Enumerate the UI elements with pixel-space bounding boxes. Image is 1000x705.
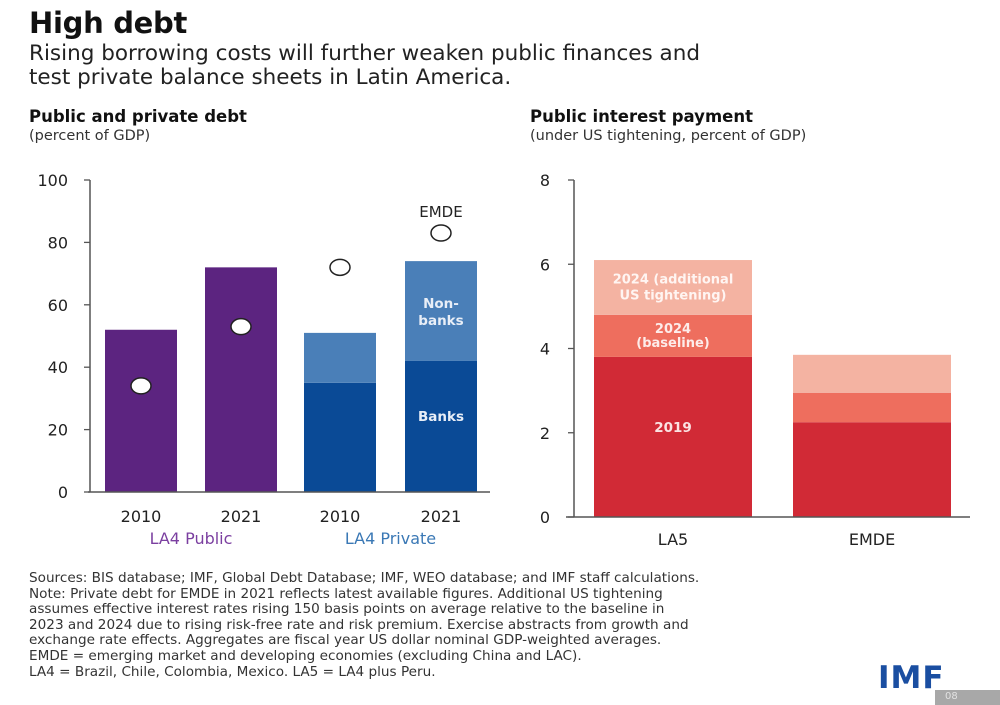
segment-label-2024-additional: 2024 (additional xyxy=(613,272,734,287)
imf-logo: IMF xyxy=(878,660,945,696)
bar-segment-2024-additional-us-tightening xyxy=(594,260,752,315)
bar-segment-banks xyxy=(304,382,376,492)
x-tick-label: 2021 xyxy=(421,507,462,526)
left-chart: 0 20 40 60 80 100 2010 2021 2010 2021 Banks Non-ban… xyxy=(37,171,490,548)
notes-line: exchange rate effects. Aggregates are fi… xyxy=(29,632,662,649)
segment-label-2024-baseline: (baseline) xyxy=(636,336,710,351)
x-tick-label: LA5 xyxy=(658,530,688,549)
x-tick-label: EMDE xyxy=(849,530,895,549)
y-tick-label: 100 xyxy=(37,171,68,190)
notes-line: Sources: BIS database; IMF, Global Debt … xyxy=(29,570,700,586)
emde-marker xyxy=(329,258,351,277)
notes-line: assumes effective interest rates rising … xyxy=(29,601,665,618)
subtitle-line: Rising borrowing costs will further weak… xyxy=(29,41,701,66)
notes-line: LA4 = Brazil, Chile, Colombia, Mexico. L… xyxy=(29,663,436,680)
left-chart-subtitle: (percent of GDP) xyxy=(29,128,151,144)
y-tick-label: 80 xyxy=(48,233,68,252)
x-tick-label: 2021 xyxy=(221,507,262,526)
y-tick-label: 0 xyxy=(540,508,550,527)
bar-segment-nonbanks xyxy=(405,261,477,361)
x-tick-label: 2010 xyxy=(320,507,361,526)
right-chart-subtitle: (under US tightening, percent of GDP) xyxy=(530,128,807,144)
right-chart-title: Public interest payment xyxy=(530,107,753,126)
segment-label-2024-additional: US tightening) xyxy=(620,288,727,303)
segment-label-2024-baseline: 2024 xyxy=(655,322,691,337)
page-subtitle: Rising borrowing costs will further weak… xyxy=(29,42,989,90)
subtitle-line: test private balance sheets in Latin Ame… xyxy=(29,65,512,90)
group-label-la4-public: LA4 Public xyxy=(150,529,233,548)
bar-segment-nonbanks xyxy=(304,332,376,383)
watermark-text: 08 xyxy=(945,691,958,702)
page-title: High debt xyxy=(29,6,188,40)
bar-la4-public xyxy=(205,267,277,492)
y-tick-label: 40 xyxy=(48,358,68,377)
y-tick-label: 60 xyxy=(48,296,68,315)
bar-segment-2019 xyxy=(594,356,752,517)
y-tick-label: 6 xyxy=(540,255,550,274)
bar-segment-banks xyxy=(405,360,477,492)
y-tick-label: 20 xyxy=(48,421,68,440)
emde-marker xyxy=(130,377,152,395)
group-label-la4-private: LA4 Private xyxy=(345,529,436,548)
bar-segment-2024-additional-us-tightening xyxy=(793,354,951,393)
notes-line: Note: Private debt for EMDE in 2021 refl… xyxy=(29,585,663,602)
left-chart-title: Public and private debt xyxy=(29,107,247,126)
emde-marker-label: EMDE xyxy=(419,203,462,221)
x-tick-label: 2010 xyxy=(121,507,162,526)
emde-marker xyxy=(230,317,252,336)
y-tick-label: 2 xyxy=(540,424,550,443)
notes-line: 2023 and 2024 due to rising risk-free ra… xyxy=(29,616,689,633)
bar-segment-2024-baseline xyxy=(594,314,752,357)
banks-label: Banks xyxy=(418,409,464,425)
y-tick-label: 8 xyxy=(540,171,550,190)
right-chart: 0 2 4 6 8 LA5 EMDE 2019 2024(baseline) 2024 (addi… xyxy=(540,171,970,549)
y-tick-label: 4 xyxy=(540,340,550,359)
notes: Sources: BIS database; IMF, Global Debt … xyxy=(29,570,969,680)
bar-segment-2019 xyxy=(793,422,951,517)
nonbanks-label: Non- xyxy=(423,296,459,312)
segment-label-2019: 2019 xyxy=(654,420,692,436)
emde-marker xyxy=(430,224,452,242)
bar-segment-2024-baseline xyxy=(793,392,951,423)
watermark-overlay: 08 xyxy=(935,690,1000,705)
bar-la4-public xyxy=(105,329,177,492)
notes-line: EMDE = emerging market and developing ec… xyxy=(29,647,582,664)
y-tick-label: 0 xyxy=(58,483,68,502)
nonbanks-label: banks xyxy=(418,313,463,329)
